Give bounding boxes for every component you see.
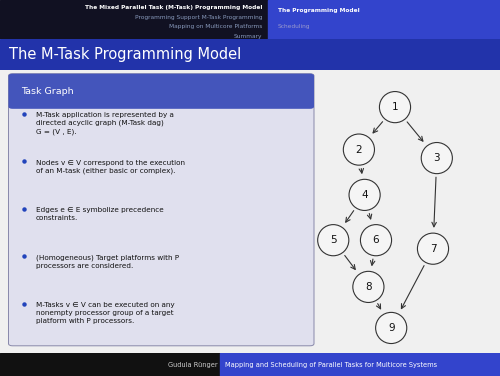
Bar: [220, 353, 500, 376]
Text: Summary: Summary: [234, 34, 262, 39]
Text: 4: 4: [362, 190, 368, 200]
Text: 7: 7: [430, 244, 436, 254]
Text: 1: 1: [392, 102, 398, 112]
Text: Task Graph: Task Graph: [22, 87, 74, 96]
FancyBboxPatch shape: [8, 74, 314, 346]
Text: 9: 9: [388, 323, 394, 333]
Text: M-Tasks v ∈ V can be executed on any
nonempty processor group of a target
platfo: M-Tasks v ∈ V can be executed on any non…: [36, 302, 174, 324]
Circle shape: [376, 312, 407, 344]
Circle shape: [318, 224, 349, 256]
Text: Gudula Rünger: Gudula Rünger: [168, 362, 218, 368]
Text: Programming Support M-Task Programming: Programming Support M-Task Programming: [135, 15, 262, 20]
Text: Mapping on Multicore Platforms: Mapping on Multicore Platforms: [169, 24, 262, 29]
Text: 5: 5: [330, 235, 336, 245]
Circle shape: [418, 233, 448, 264]
Text: 8: 8: [365, 282, 372, 292]
Text: The M-Task Programming Model: The M-Task Programming Model: [9, 47, 241, 62]
Text: 6: 6: [372, 235, 380, 245]
FancyBboxPatch shape: [8, 74, 314, 109]
Circle shape: [421, 143, 452, 174]
Circle shape: [353, 271, 384, 302]
Text: Edges e ∈ E symbolize precedence
constraints.: Edges e ∈ E symbolize precedence constra…: [36, 207, 164, 221]
Text: The Mixed Parallel Task (M-Task) Programming Model: The Mixed Parallel Task (M-Task) Program…: [85, 5, 262, 10]
Bar: [0, 0, 268, 39]
Text: Nodes v ∈ V correspond to the execution
of an M-task (either basic or complex).: Nodes v ∈ V correspond to the execution …: [36, 160, 185, 174]
Circle shape: [380, 91, 410, 123]
Circle shape: [349, 179, 380, 211]
Text: Mapping and Scheduling of Parallel Tasks for Multicore Systems: Mapping and Scheduling of Parallel Tasks…: [225, 362, 437, 368]
Text: (Homogeneous) Target platforms with P
processors are considered.: (Homogeneous) Target platforms with P pr…: [36, 255, 179, 269]
Text: 3: 3: [434, 153, 440, 163]
Text: Scheduling: Scheduling: [278, 24, 310, 29]
Text: 2: 2: [356, 145, 362, 155]
Circle shape: [360, 224, 392, 256]
Bar: [268, 0, 500, 39]
Text: M-Task application is represented by a
directed acyclic graph (M-Task dag)
G = (: M-Task application is represented by a d…: [36, 112, 174, 135]
Circle shape: [344, 134, 374, 165]
Bar: [0, 353, 220, 376]
Text: The Programming Model: The Programming Model: [278, 8, 359, 13]
